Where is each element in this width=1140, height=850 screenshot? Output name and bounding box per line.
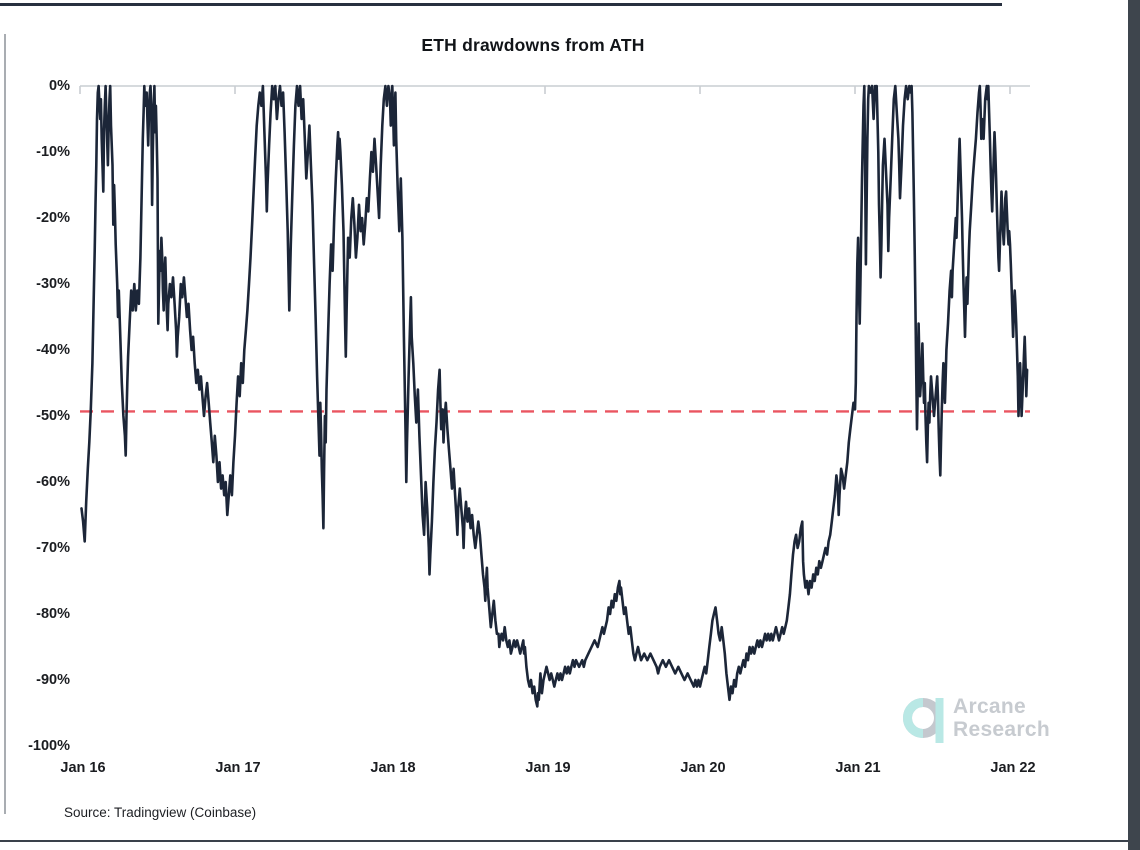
y-tick-label: -100% bbox=[28, 738, 70, 754]
arcane-logo-icon bbox=[903, 698, 944, 743]
drawdown-line bbox=[80, 84, 1029, 708]
arcane-logo-text-line1: Arcane bbox=[953, 695, 1027, 718]
arcane-logo-text: Arcane Research bbox=[953, 695, 1050, 741]
x-tick-label: Jan 22 bbox=[990, 760, 1036, 776]
chart-title: ETH drawdowns from ATH bbox=[421, 35, 645, 55]
x-tick-label: Jan 17 bbox=[215, 760, 261, 776]
x-tick-label: Jan 20 bbox=[680, 760, 726, 776]
y-tick-label: -10% bbox=[36, 144, 70, 160]
y-tick-label: -30% bbox=[36, 276, 70, 292]
x-axis-ticks bbox=[79, 86, 1011, 94]
page-bottom-border bbox=[0, 840, 1128, 842]
y-tick-label: -50% bbox=[36, 408, 70, 424]
source-note: Source: Tradingview (Coinbase) bbox=[64, 805, 257, 820]
y-tick-label: -70% bbox=[36, 540, 70, 556]
y-tick-label: -60% bbox=[36, 474, 70, 490]
y-tick-label: -40% bbox=[36, 342, 70, 358]
arcane-logo-text-line2: Research bbox=[953, 718, 1050, 741]
x-tick-label: Jan 21 bbox=[835, 760, 881, 776]
y-tick-label: -20% bbox=[36, 210, 70, 226]
page-top-border bbox=[0, 3, 1002, 6]
x-tick-label: Jan 19 bbox=[525, 760, 571, 776]
x-tick-label: Jan 16 bbox=[60, 760, 106, 776]
page-left-border bbox=[4, 34, 6, 814]
arcane-research-watermark: Arcane Research bbox=[896, 692, 1106, 752]
y-tick-label: -90% bbox=[36, 672, 70, 688]
y-tick-label: 0% bbox=[49, 78, 70, 94]
y-tick-label: -80% bbox=[36, 606, 70, 622]
x-tick-label: Jan 18 bbox=[370, 760, 416, 776]
window-right-edge bbox=[1128, 0, 1140, 850]
